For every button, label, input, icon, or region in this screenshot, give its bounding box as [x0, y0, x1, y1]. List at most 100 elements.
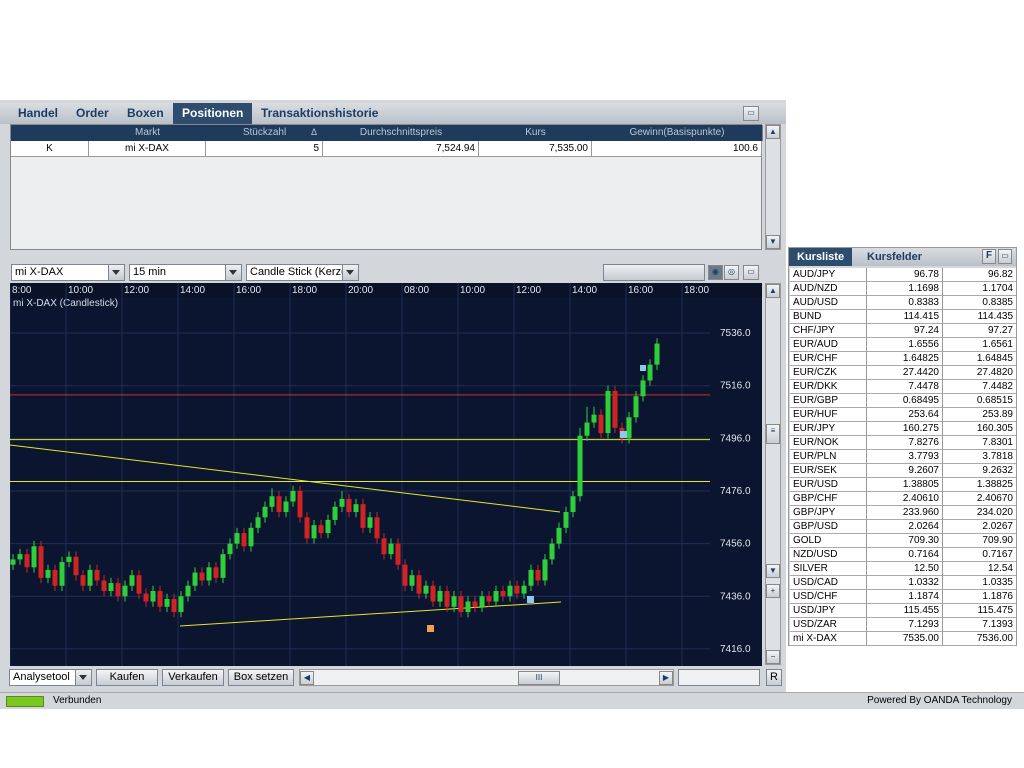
- candle-body: [458, 596, 464, 613]
- chart-background: [10, 283, 762, 666]
- quote-cell: 1.64845: [943, 352, 1017, 366]
- tab[interactable]: Order: [76, 106, 109, 120]
- quote-cell: EUR/SEK: [790, 464, 867, 478]
- candle-body: [563, 512, 569, 528]
- tool-select[interactable]: Analysetool: [9, 669, 92, 686]
- quote-row[interactable]: USD/ZAR 7.1293 7.1393: [790, 618, 1017, 632]
- quote-row[interactable]: EUR/CZK 27.4420 27.4820: [790, 366, 1017, 380]
- quote-cell: 1.38805: [867, 478, 943, 492]
- trade-marker: [640, 365, 646, 371]
- quote-row[interactable]: EUR/SEK 9.2607 9.2632: [790, 464, 1017, 478]
- scroll-thumb[interactable]: III: [518, 671, 560, 685]
- table-cell: 5: [206, 141, 323, 157]
- zoom-in[interactable]: ◉: [708, 265, 723, 280]
- column-header: Markt: [89, 125, 207, 141]
- quote-cell: EUR/CHF: [790, 352, 867, 366]
- quote-row[interactable]: BUND 114.415 114.435: [790, 310, 1017, 324]
- tab[interactable]: Positionen: [173, 103, 253, 124]
- scroll-down[interactable]: ▼: [766, 564, 780, 578]
- candle-body: [234, 533, 240, 544]
- quote-row[interactable]: SILVER 12.50 12.54: [790, 562, 1017, 576]
- scroll-left[interactable]: ◀: [300, 671, 314, 685]
- quote-row[interactable]: mi X-DAX 7535.00 7536.00: [790, 632, 1017, 646]
- quote-row[interactable]: EUR/USD 1.38805 1.38825: [790, 478, 1017, 492]
- quote-row[interactable]: GBP/CHF 2.40610 2.40670: [790, 492, 1017, 506]
- tab[interactable]: Boxen: [127, 106, 164, 120]
- panel-toggle[interactable]: ▭: [998, 249, 1012, 264]
- quote-cell: 234.020: [943, 506, 1017, 520]
- toolbar-button[interactable]: Box setzen: [228, 669, 294, 686]
- quote-cell: 7.8276: [867, 436, 943, 450]
- quote-row[interactable]: AUD/USD 0.8383 0.8385: [790, 296, 1017, 310]
- quote-cell: USD/JPY: [790, 604, 867, 618]
- quote-row[interactable]: USD/CHF 1.1874 1.1876: [790, 590, 1017, 604]
- reset-button[interactable]: R: [766, 669, 782, 686]
- tab[interactable]: Transaktionshistorie: [261, 106, 379, 120]
- quote-cell: 97.24: [867, 324, 943, 338]
- zoom-plus[interactable]: +: [766, 584, 780, 598]
- quote-cell: EUR/AUD: [790, 338, 867, 352]
- zoom-slider[interactable]: [678, 669, 760, 686]
- quote-tab[interactable]: Kursfelder: [867, 251, 923, 263]
- quote-tab[interactable]: Kursliste: [789, 248, 853, 266]
- quote-row[interactable]: GBP/JPY 233.960 234.020: [790, 506, 1017, 520]
- zoom-minus[interactable]: −: [766, 650, 780, 664]
- quote-row[interactable]: USD/CAD 1.0332 1.0335: [790, 576, 1017, 590]
- scroll-down[interactable]: ▼: [766, 235, 780, 249]
- quote-cell: GBP/USD: [790, 520, 867, 534]
- candle-body: [346, 498, 352, 513]
- toolbar-button[interactable]: Kaufen: [96, 669, 158, 686]
- interval-select[interactable]: 15 min: [129, 264, 242, 281]
- quote-row[interactable]: EUR/PLN 3.7793 3.7818: [790, 450, 1017, 464]
- quote-cell: SILVER: [790, 562, 867, 576]
- quote-row[interactable]: NZD/USD 0.7164 0.7167: [790, 548, 1017, 562]
- quote-row[interactable]: USD/JPY 115.455 115.475: [790, 604, 1017, 618]
- quote-row[interactable]: EUR/AUD 1.6556 1.6561: [790, 338, 1017, 352]
- quote-cell: 12.54: [943, 562, 1017, 576]
- quote-row[interactable]: AUD/NZD 1.1698 1.1704: [790, 282, 1017, 296]
- zoom-out[interactable]: ◎: [724, 265, 739, 280]
- instrument-select[interactable]: mi X-DAX: [11, 264, 125, 281]
- quote-row[interactable]: EUR/CHF 1.64825 1.64845: [790, 352, 1017, 366]
- candle-body: [108, 583, 114, 591]
- quote-row[interactable]: GOLD 709.30 709.90: [790, 534, 1017, 548]
- quote-cell: 0.68495: [867, 394, 943, 408]
- scroll-up[interactable]: ▲: [766, 284, 780, 298]
- filter-button[interactable]: F: [982, 249, 996, 264]
- candle-body: [339, 498, 345, 507]
- window-toggle[interactable]: ▭: [743, 106, 759, 121]
- quote-row[interactable]: EUR/DKK 7.4478 7.4482: [790, 380, 1017, 394]
- candle-body: [479, 596, 485, 607]
- candle-body: [199, 572, 205, 581]
- drawing-tools[interactable]: [603, 264, 705, 281]
- scroll-up[interactable]: ▲: [766, 125, 780, 139]
- scroll-right[interactable]: ▶: [659, 671, 673, 685]
- y-tick-label: 7496.0: [720, 433, 751, 444]
- quote-row[interactable]: GBP/USD 2.0264 2.0267: [790, 520, 1017, 534]
- candle-body: [444, 590, 450, 607]
- quote-cell: 9.2607: [867, 464, 943, 478]
- quote-row[interactable]: AUD/JPY 96.78 96.82: [790, 268, 1017, 282]
- time-scrollbar[interactable]: ◀ III ▶: [299, 669, 674, 686]
- quote-row[interactable]: CHF/JPY 97.24 97.27: [790, 324, 1017, 338]
- candle-body: [171, 598, 177, 613]
- table-cell: 7,535.00: [479, 141, 592, 157]
- quote-cell: 2.0264: [867, 520, 943, 534]
- x-tick-label: 18:00: [684, 285, 709, 296]
- chart-window-toggle[interactable]: ▭: [743, 265, 759, 280]
- tab[interactable]: Handel: [18, 106, 59, 120]
- candle-body: [591, 414, 597, 423]
- quote-row[interactable]: EUR/HUF 253.64 253.89: [790, 408, 1017, 422]
- quote-row[interactable]: EUR/GBP 0.68495 0.68515: [790, 394, 1017, 408]
- candle-body: [332, 506, 338, 520]
- positions-scrollbar[interactable]: ▲ ▼: [765, 124, 781, 250]
- scroll-thumb[interactable]: ≡: [766, 424, 780, 444]
- candle-body: [521, 585, 527, 594]
- toolbar-button[interactable]: Verkaufen: [162, 669, 224, 686]
- quote-row[interactable]: EUR/NOK 7.8276 7.8301: [790, 436, 1017, 450]
- candle-body: [276, 496, 282, 513]
- chart-scrollbar[interactable]: ▲ ≡ ▼ + −: [765, 283, 781, 665]
- quote-row[interactable]: EUR/JPY 160.275 160.305: [790, 422, 1017, 436]
- chart-style-select[interactable]: Candle Stick (Kerze: [246, 264, 359, 281]
